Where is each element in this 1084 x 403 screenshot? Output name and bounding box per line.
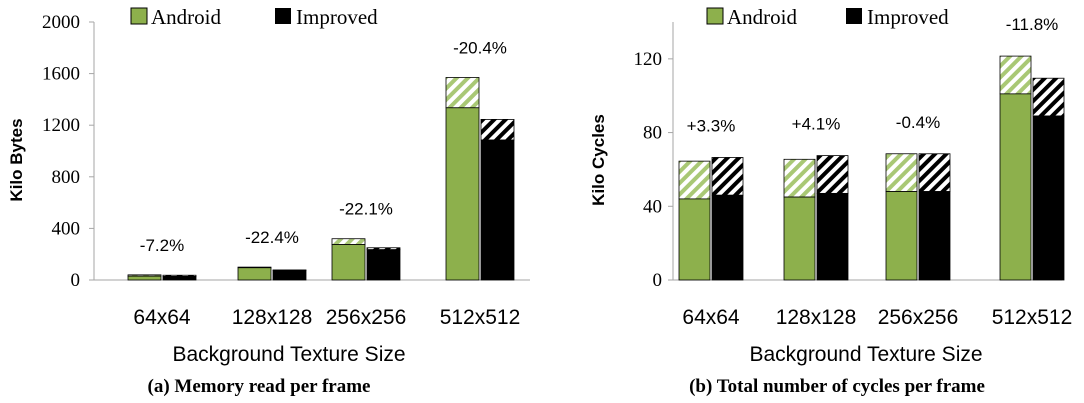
chart-b-bar-android-hatched	[999, 55, 1032, 95]
chart-a-bar-improved-hatched	[480, 118, 515, 141]
chart-b-change-label: -11.8%	[1006, 15, 1059, 34]
chart-b-bar-android-solid	[885, 191, 918, 281]
chart-b-bar-improved-solid	[816, 192, 849, 281]
chart-a-y-tick-label: 800	[52, 167, 81, 188]
legend-a-improved-swatch	[275, 8, 291, 24]
chart-a-category-label: 64x64	[133, 306, 191, 329]
chart-b-y-tick-label: 0	[653, 270, 663, 291]
legend-a-android-swatch	[130, 7, 148, 25]
chart-a-bar-improved-solid	[272, 269, 307, 281]
chart-b-y-tick-label: 40	[643, 196, 662, 217]
chart-a-bar-android-solid	[445, 107, 480, 281]
chart-b-bar-improved-solid	[711, 194, 744, 281]
chart-b-bar-improved-hatched	[711, 157, 744, 196]
chart-a-category-label: 512x512	[440, 306, 521, 329]
legend-b-improved-label: Improved	[867, 5, 949, 29]
chart-b-category-label: 256x256	[878, 306, 959, 329]
chart-b-y-tick-label: 80	[643, 123, 662, 144]
chart-b-bar-improved-hatched	[1032, 77, 1065, 117]
chart-a-category-label: 128x128	[232, 306, 313, 329]
chart-b-bar-improved-hatched	[816, 155, 849, 194]
chart-a: 0 400 800 1200 1600 2000 -7.2% 64x64 -22.4% 128x…	[7, 5, 530, 397]
chart-a-change-label: -22.4%	[245, 228, 299, 247]
chart-a-x-axis-title: Background Texture Size	[172, 343, 405, 366]
chart-a-y-tick-label: 0	[71, 270, 81, 291]
chart-a-y-tick-label: 1200	[42, 115, 80, 136]
chart-a-bar-improved-solid	[480, 139, 515, 281]
chart-a-y-axis-title: Kilo Bytes	[7, 118, 26, 201]
chart-b-category-label: 512x512	[992, 306, 1073, 329]
chart-a-bar-improved-solid	[162, 275, 197, 281]
chart-b-change-label: +3.3%	[687, 116, 736, 135]
chart-b-category-label: 128x128	[776, 306, 857, 329]
chart-a-category-label: 256x256	[326, 306, 407, 329]
legend-a-android-label: Android	[151, 5, 221, 29]
chart-b-category-label: 64x64	[682, 306, 740, 329]
chart-a-change-label: -22.1%	[339, 200, 393, 219]
chart-a-change-label: -7.2%	[140, 236, 184, 255]
chart-a-bar-android-solid	[331, 244, 366, 281]
chart-b-x-axis-title: Background Texture Size	[749, 343, 982, 366]
chart-b-bar-android-hatched	[678, 160, 711, 200]
chart-b-bar-improved-hatched	[918, 153, 951, 192]
chart-a-bar-android-solid	[127, 275, 162, 281]
chart-a-bar-improved-solid	[366, 249, 401, 281]
chart-b-bar-android-solid	[678, 198, 711, 281]
chart-b-bar-improved-solid	[1032, 115, 1065, 281]
legend-b-improved-swatch	[846, 8, 862, 24]
legend-b-android-swatch	[706, 7, 724, 25]
legend-b-android-label: Android	[727, 5, 797, 29]
chart-a-legend: Android Improved	[130, 5, 378, 29]
chart-a-y-tick-label: 400	[52, 218, 81, 239]
chart-b-caption: (b) Total number of cycles per frame	[689, 376, 985, 397]
chart-a-bar-android-solid	[237, 267, 272, 281]
chart-a-y-tick-label: 2000	[42, 12, 80, 33]
chart-a-y-tick-label: 1600	[42, 64, 80, 85]
chart-b-change-label: -0.4%	[896, 113, 940, 132]
chart-b-change-label: +4.1%	[792, 115, 841, 134]
chart-b-bar-android-hatched	[783, 158, 816, 198]
chart-a-caption: (a) Memory read per frame	[148, 376, 371, 397]
chart-b-y-axis-title: Kilo Cycles	[589, 114, 608, 206]
chart-a-change-label: -20.4%	[453, 38, 507, 57]
chart-b-y-tick-label: 120	[634, 49, 663, 70]
legend-a-improved-label: Improved	[296, 5, 378, 29]
chart-b-bar-android-solid	[783, 196, 816, 281]
chart-b: 0 40 80 120 +3.3% 64x64 +4.1% 128x128 -0.4% 256x…	[589, 5, 1072, 397]
chart-b-bar-improved-solid	[918, 191, 951, 281]
chart-b-bar-android-solid	[999, 93, 1032, 281]
chart-b-bar-android-hatched	[885, 153, 918, 192]
chart-b-legend: Android Improved	[706, 5, 949, 29]
chart-a-bar-android-hatched	[445, 77, 480, 109]
chart-a-bar-android-hatched	[331, 238, 366, 245]
